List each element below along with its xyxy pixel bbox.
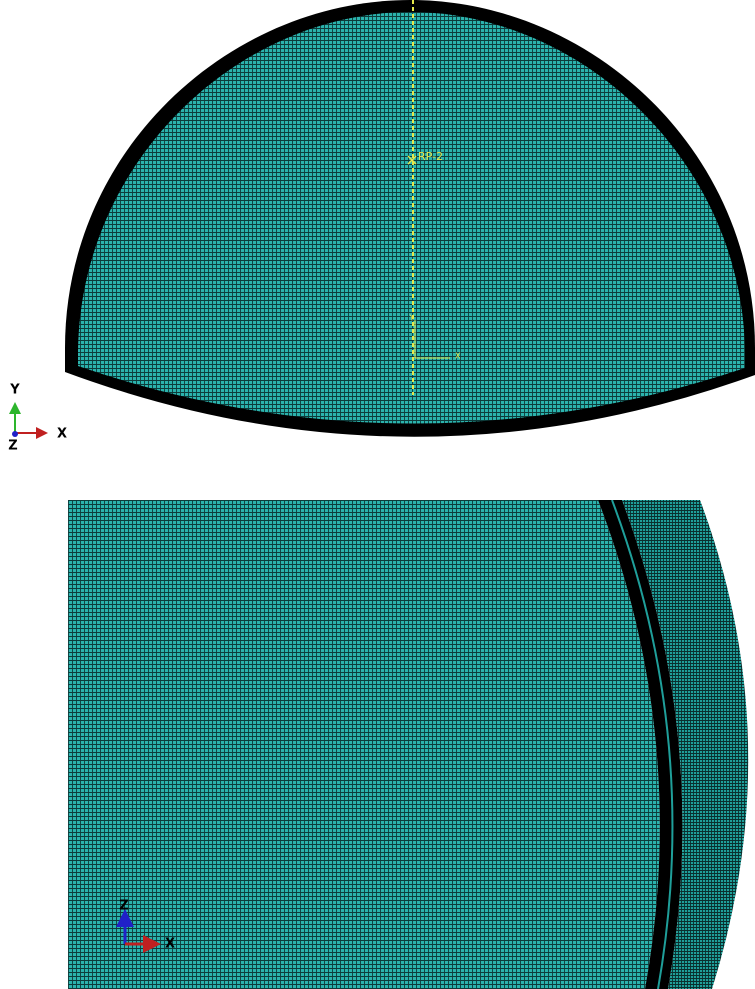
hemisphere-mesh	[78, 12, 745, 424]
bottom-view	[68, 500, 755, 989]
triad-label: X	[57, 427, 67, 442]
local-triad-label: X	[455, 352, 461, 361]
triad-label: Y	[9, 383, 20, 398]
reference-point-label: RP-2	[418, 150, 443, 163]
viewport: RP-2 Y X Y X Z Z X	[0, 0, 755, 989]
local-triad-label: Y	[409, 314, 415, 323]
triad-label: Z	[119, 899, 128, 914]
triad-label: X	[165, 937, 175, 952]
triad-origin	[12, 431, 18, 437]
top-view: RP-2 Y X Y X Z	[8, 0, 755, 454]
triad-label: Z	[8, 439, 17, 454]
